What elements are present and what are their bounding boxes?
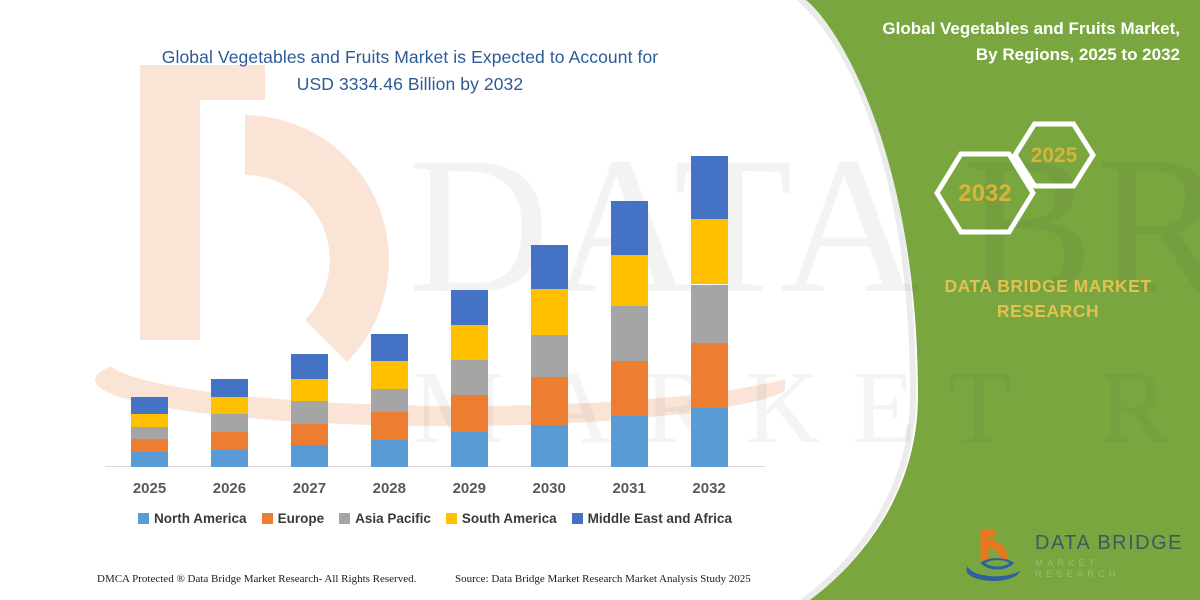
bar-segment: [370, 388, 408, 412]
bar-segment: [210, 378, 248, 398]
legend-swatch-icon: [138, 513, 150, 524]
bar-segment: [290, 354, 328, 379]
bar-segment: [690, 407, 728, 467]
company-logo-name: DATA BRIDGE: [1035, 532, 1184, 554]
company-logo-text: DATA BRIDGE MARKET RESEARCH: [1035, 532, 1188, 580]
chart-title: Global Vegetables and Fruits Market is E…: [55, 44, 765, 98]
panel-title-line2: By Regions, 2025 to 2032: [975, 45, 1180, 64]
legend-label: Asia Pacific: [355, 511, 431, 526]
legend-label: Middle East and Africa: [587, 511, 732, 526]
company-logo-icon: [966, 529, 1024, 582]
bar-segment: [530, 376, 568, 425]
legend-label: North America: [154, 511, 247, 526]
bar-segment: [610, 201, 648, 256]
legend-swatch-icon: [571, 513, 583, 524]
bar-segment: [210, 397, 248, 414]
x-axis-label: 2031: [612, 480, 646, 497]
bar-segment: [290, 423, 328, 446]
bar-segment: [450, 431, 488, 467]
bar-segment: [530, 289, 568, 336]
bar-segment: [530, 424, 568, 467]
bar-segment: [450, 290, 488, 325]
x-axis-label: 2027: [292, 480, 327, 497]
legend-item: Asia Pacific: [339, 511, 431, 526]
company-logo-subtitle: MARKET RESEARCH: [1035, 558, 1120, 580]
stacked-bar-chart: 2025 2026 2027 2028 2029 2030 2031 2032: [100, 140, 770, 497]
x-axis-label: 2028: [372, 480, 406, 497]
bar-segment: [690, 284, 728, 343]
chart-title-line2: USD 3334.46 Billion by 2032: [296, 74, 524, 94]
legend-swatch-icon: [339, 513, 351, 524]
bar-segment: [690, 156, 728, 219]
panel-brand-line1: DATA BRIDGE MARKET: [944, 276, 1152, 296]
bar-segment: [610, 416, 648, 467]
bar-segment: [210, 432, 248, 451]
bar-segment: [131, 451, 168, 467]
x-axis-label: 2030: [532, 480, 566, 497]
bar-segment: [450, 324, 488, 360]
bar-segment: [131, 426, 168, 439]
bar-segment: [290, 445, 328, 467]
bar-segment: [370, 412, 408, 440]
panel-brand-line2: RESEARCH: [996, 301, 1100, 321]
x-axis-label: 2025: [132, 480, 167, 497]
x-axis-label: 2032: [692, 480, 726, 497]
bar-segment: [450, 359, 488, 395]
company-logo: DATA BRIDGE MARKET RESEARCH: [963, 520, 1188, 592]
bar-segment: [610, 255, 648, 307]
bar-segment: [370, 360, 408, 389]
legend-label: Europe: [277, 511, 325, 526]
chart-title-line1: Global Vegetables and Fruits Market is E…: [161, 47, 659, 67]
legend-item: Europe: [261, 511, 325, 526]
bar-segment: [530, 335, 568, 377]
panel-brand-text: DATA BRIDGE MARKET RESEARCH: [872, 274, 1200, 324]
bar-segment: [610, 306, 648, 362]
legend-label: South America: [461, 511, 557, 526]
bar-segment: [690, 342, 728, 408]
chart-legend: North America Europe Asia Pacific South Ame…: [100, 511, 770, 526]
panel-title-line1: Global Vegetables and Fruits Market,: [882, 19, 1180, 38]
x-axis-label: 2026: [212, 480, 247, 497]
x-axis-line: [105, 466, 765, 467]
legend-swatch-icon: [445, 513, 457, 524]
bar-segment: [290, 401, 328, 424]
bar-segment: [131, 413, 168, 427]
bar-segment: [530, 245, 568, 290]
footer-source: Source: Data Bridge Market Research Mark…: [455, 573, 751, 585]
bar-segment: [131, 438, 168, 452]
bar-segment: [690, 218, 728, 285]
legend-item: North America: [138, 511, 247, 526]
legend-item: South America: [445, 511, 557, 526]
bar-segment: [370, 439, 408, 467]
bar-segment: [610, 361, 648, 417]
bar-segment: [370, 333, 408, 361]
bar-segment: [210, 450, 248, 467]
x-axis-label: 2029: [452, 480, 486, 497]
bar-segment: [131, 396, 168, 414]
bar-segment: [450, 394, 488, 432]
footer-copyright: DMCA Protected ® Data Bridge Market Rese…: [97, 573, 417, 585]
panel-title: Global Vegetables and Fruits Market, By …: [820, 16, 1180, 68]
legend-swatch-icon: [261, 513, 273, 524]
bar-segment: [290, 378, 328, 402]
bar-segment: [210, 413, 248, 433]
legend-item: Middle East and Africa: [571, 511, 732, 526]
